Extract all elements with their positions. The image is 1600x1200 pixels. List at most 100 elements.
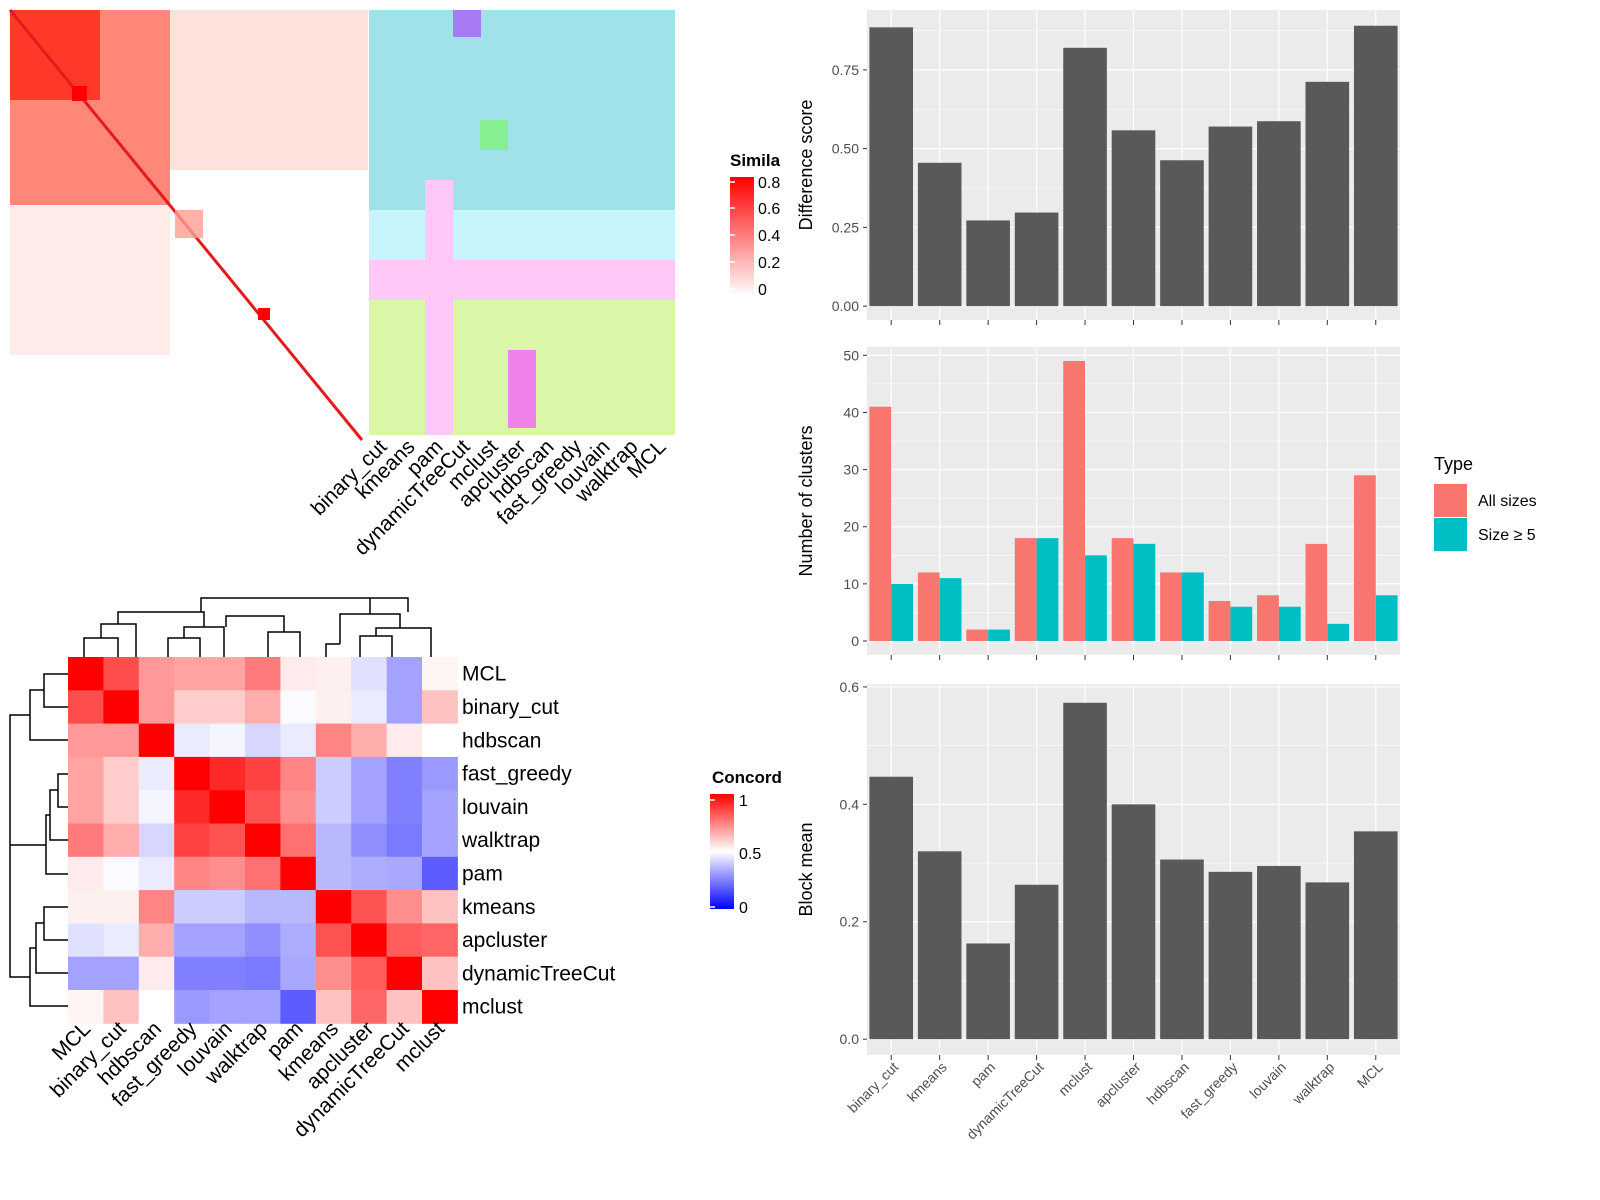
similarity-heatmap-block-1 xyxy=(72,86,87,101)
concordance-cell xyxy=(103,823,140,858)
concordance-cell xyxy=(386,990,423,1024)
bar xyxy=(1063,702,1107,1040)
bar xyxy=(1181,572,1204,641)
bar xyxy=(869,776,914,1040)
concordance-cell xyxy=(209,690,246,725)
concordance-cell xyxy=(315,923,352,958)
similarity-legend-colorbar xyxy=(730,177,754,296)
concordance-cell xyxy=(68,923,104,958)
bar xyxy=(1063,361,1086,641)
bar xyxy=(1014,538,1037,641)
bar xyxy=(1353,475,1376,641)
concordance-cell xyxy=(174,823,211,858)
bar xyxy=(1278,606,1301,641)
type-legend: Type All sizes Size ≥ 5 xyxy=(1434,454,1537,551)
bar xyxy=(1230,606,1253,641)
concordance-row-label: pam xyxy=(462,862,503,885)
concordance-cell xyxy=(138,657,175,691)
number-of-clusters-chart: 0 10 20 30 40 50 Number of clusters xyxy=(796,347,1400,660)
concordance-cell xyxy=(174,690,211,725)
concordance-cell xyxy=(138,756,175,791)
concordance-cell xyxy=(138,956,175,991)
x-category-label: hdbscan xyxy=(1143,1059,1192,1108)
concordance-cell xyxy=(138,723,175,758)
similarity-legend-tick-label: 0.8 xyxy=(758,175,780,192)
concordance-cell xyxy=(315,990,352,1024)
concordance-cell xyxy=(422,890,458,924)
similarity-legend-tick-label: 0 xyxy=(758,282,767,299)
concordance-cell xyxy=(422,756,458,791)
concordance-cell xyxy=(351,956,388,991)
bar xyxy=(1063,47,1107,307)
concordance-cell xyxy=(68,657,104,691)
concordance-cell xyxy=(174,890,211,924)
concordance-cell xyxy=(174,923,211,958)
y-axis-title: Number of clusters xyxy=(796,425,816,576)
bar xyxy=(1111,804,1156,1040)
y-tick-label: 10 xyxy=(843,576,859,592)
concordance-cell xyxy=(315,823,352,858)
concordance-cell xyxy=(351,923,388,958)
concordance-cell xyxy=(315,856,352,891)
concordance-cell xyxy=(209,856,246,891)
y-tick-label: 0.75 xyxy=(832,62,859,78)
concordance-cell xyxy=(280,756,317,791)
concordance-cell xyxy=(280,690,317,725)
similarity-legend: Simila 0.8 0.6 0.4 0.2 0 xyxy=(730,151,781,299)
concordance-cell xyxy=(103,723,140,758)
concordance-cell xyxy=(315,690,352,725)
bar xyxy=(1133,543,1156,641)
concordance-cell xyxy=(68,990,104,1024)
bar xyxy=(1014,884,1059,1040)
concordance-cell xyxy=(138,856,175,891)
y-tick-label: 0.50 xyxy=(832,141,859,157)
concordance-cell xyxy=(280,923,317,958)
concordance-row-label: kmeans xyxy=(462,896,536,919)
y-tick-label: 0.25 xyxy=(832,219,859,235)
concordance-row-label: fast_greedy xyxy=(462,763,572,786)
concordance-legend: Concord 10.50 xyxy=(710,768,782,917)
concordance-cells xyxy=(68,657,458,1024)
concordance-cell xyxy=(315,790,352,824)
concordance-cell xyxy=(68,823,104,858)
similarity-legend-tick-label: 0.2 xyxy=(758,255,780,272)
concordance-cell xyxy=(315,657,352,691)
concordance-cell xyxy=(138,690,175,725)
concordance-cell xyxy=(422,956,458,991)
x-category-label: binary_cut xyxy=(844,1059,901,1116)
y-tick-label: 30 xyxy=(843,462,859,478)
bar xyxy=(1036,538,1059,641)
concordance-cell xyxy=(386,723,423,758)
block-mean-chart: 0.0 0.2 0.4 0.6 Block mean xyxy=(796,679,1400,1060)
bar xyxy=(1257,121,1301,307)
bar xyxy=(1085,555,1107,641)
concordance-legend-tick-label: 0 xyxy=(739,900,748,917)
concordance-legend-ticks: 10.50 xyxy=(710,793,761,917)
concordance-cell xyxy=(315,723,352,758)
concordance-cell xyxy=(209,923,246,958)
legend-key-all-sizes xyxy=(1434,484,1467,517)
concordance-row-label: mclust xyxy=(462,996,523,1019)
concordance-cell xyxy=(386,923,423,958)
y-tick-label: 40 xyxy=(843,404,859,420)
concordance-cell xyxy=(245,890,281,924)
concordance-cell xyxy=(103,890,140,924)
concordance-cell xyxy=(351,823,388,858)
bar xyxy=(1353,25,1398,307)
similarity-legend-tick-label: 0.4 xyxy=(758,228,780,245)
concordance-cell xyxy=(138,923,175,958)
concordance-row-label: apcluster xyxy=(462,929,547,952)
concordance-cell xyxy=(68,856,104,891)
similarity-heatmap-left-fade xyxy=(10,205,170,355)
bar xyxy=(869,406,892,641)
x-category-label: louvain xyxy=(1246,1059,1289,1102)
concordance-row-label: MCL xyxy=(462,663,506,686)
concordance-cell xyxy=(174,956,211,991)
concordance-cell xyxy=(245,657,281,691)
concordance-cell xyxy=(174,990,211,1024)
concordance-cell xyxy=(280,790,317,824)
concordance-cell xyxy=(174,756,211,791)
bar xyxy=(891,583,914,641)
concordance-cell xyxy=(103,690,140,725)
concordance-cell xyxy=(209,723,246,758)
